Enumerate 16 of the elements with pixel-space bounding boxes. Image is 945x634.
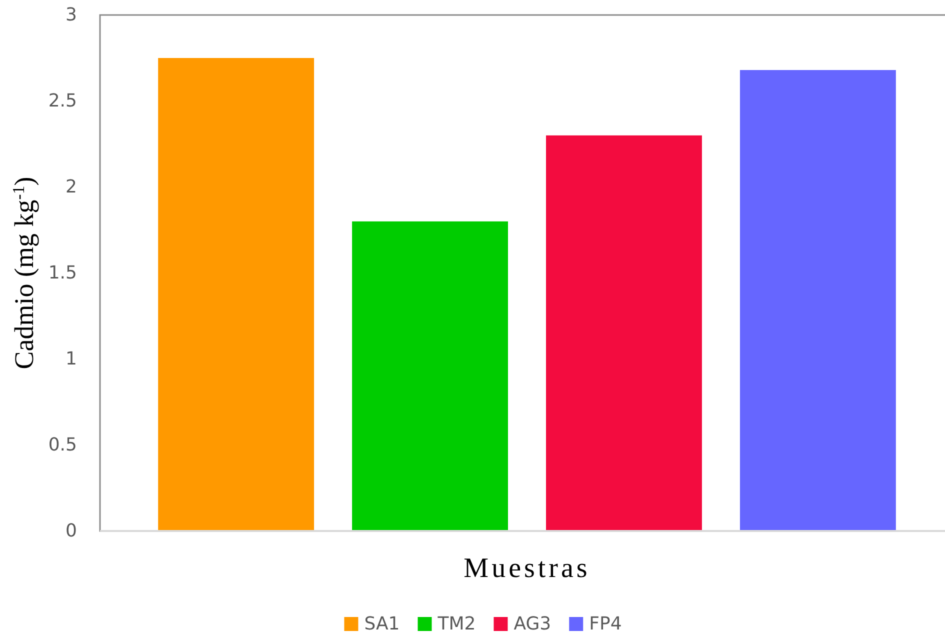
legend-label: TM2 (436, 614, 476, 634)
y-tick-label: 0.5 (48, 434, 77, 456)
bar (352, 221, 508, 531)
y-tick-label: 3 (66, 4, 77, 26)
y-tick-label: 1 (66, 348, 77, 370)
y-tick-label: 0 (66, 520, 77, 542)
legend-label: FP4 (589, 614, 622, 634)
bar (740, 70, 896, 531)
y-tick-label: 1.5 (48, 262, 77, 284)
y-tick-label: 2 (66, 176, 77, 198)
bar (158, 58, 314, 531)
legend-label: SA1 (364, 614, 400, 634)
bar (546, 135, 702, 531)
x-axis-title: Muestras (464, 553, 590, 584)
legend-label: AG3 (514, 614, 552, 634)
y-tick-label: 2.5 (48, 90, 77, 112)
